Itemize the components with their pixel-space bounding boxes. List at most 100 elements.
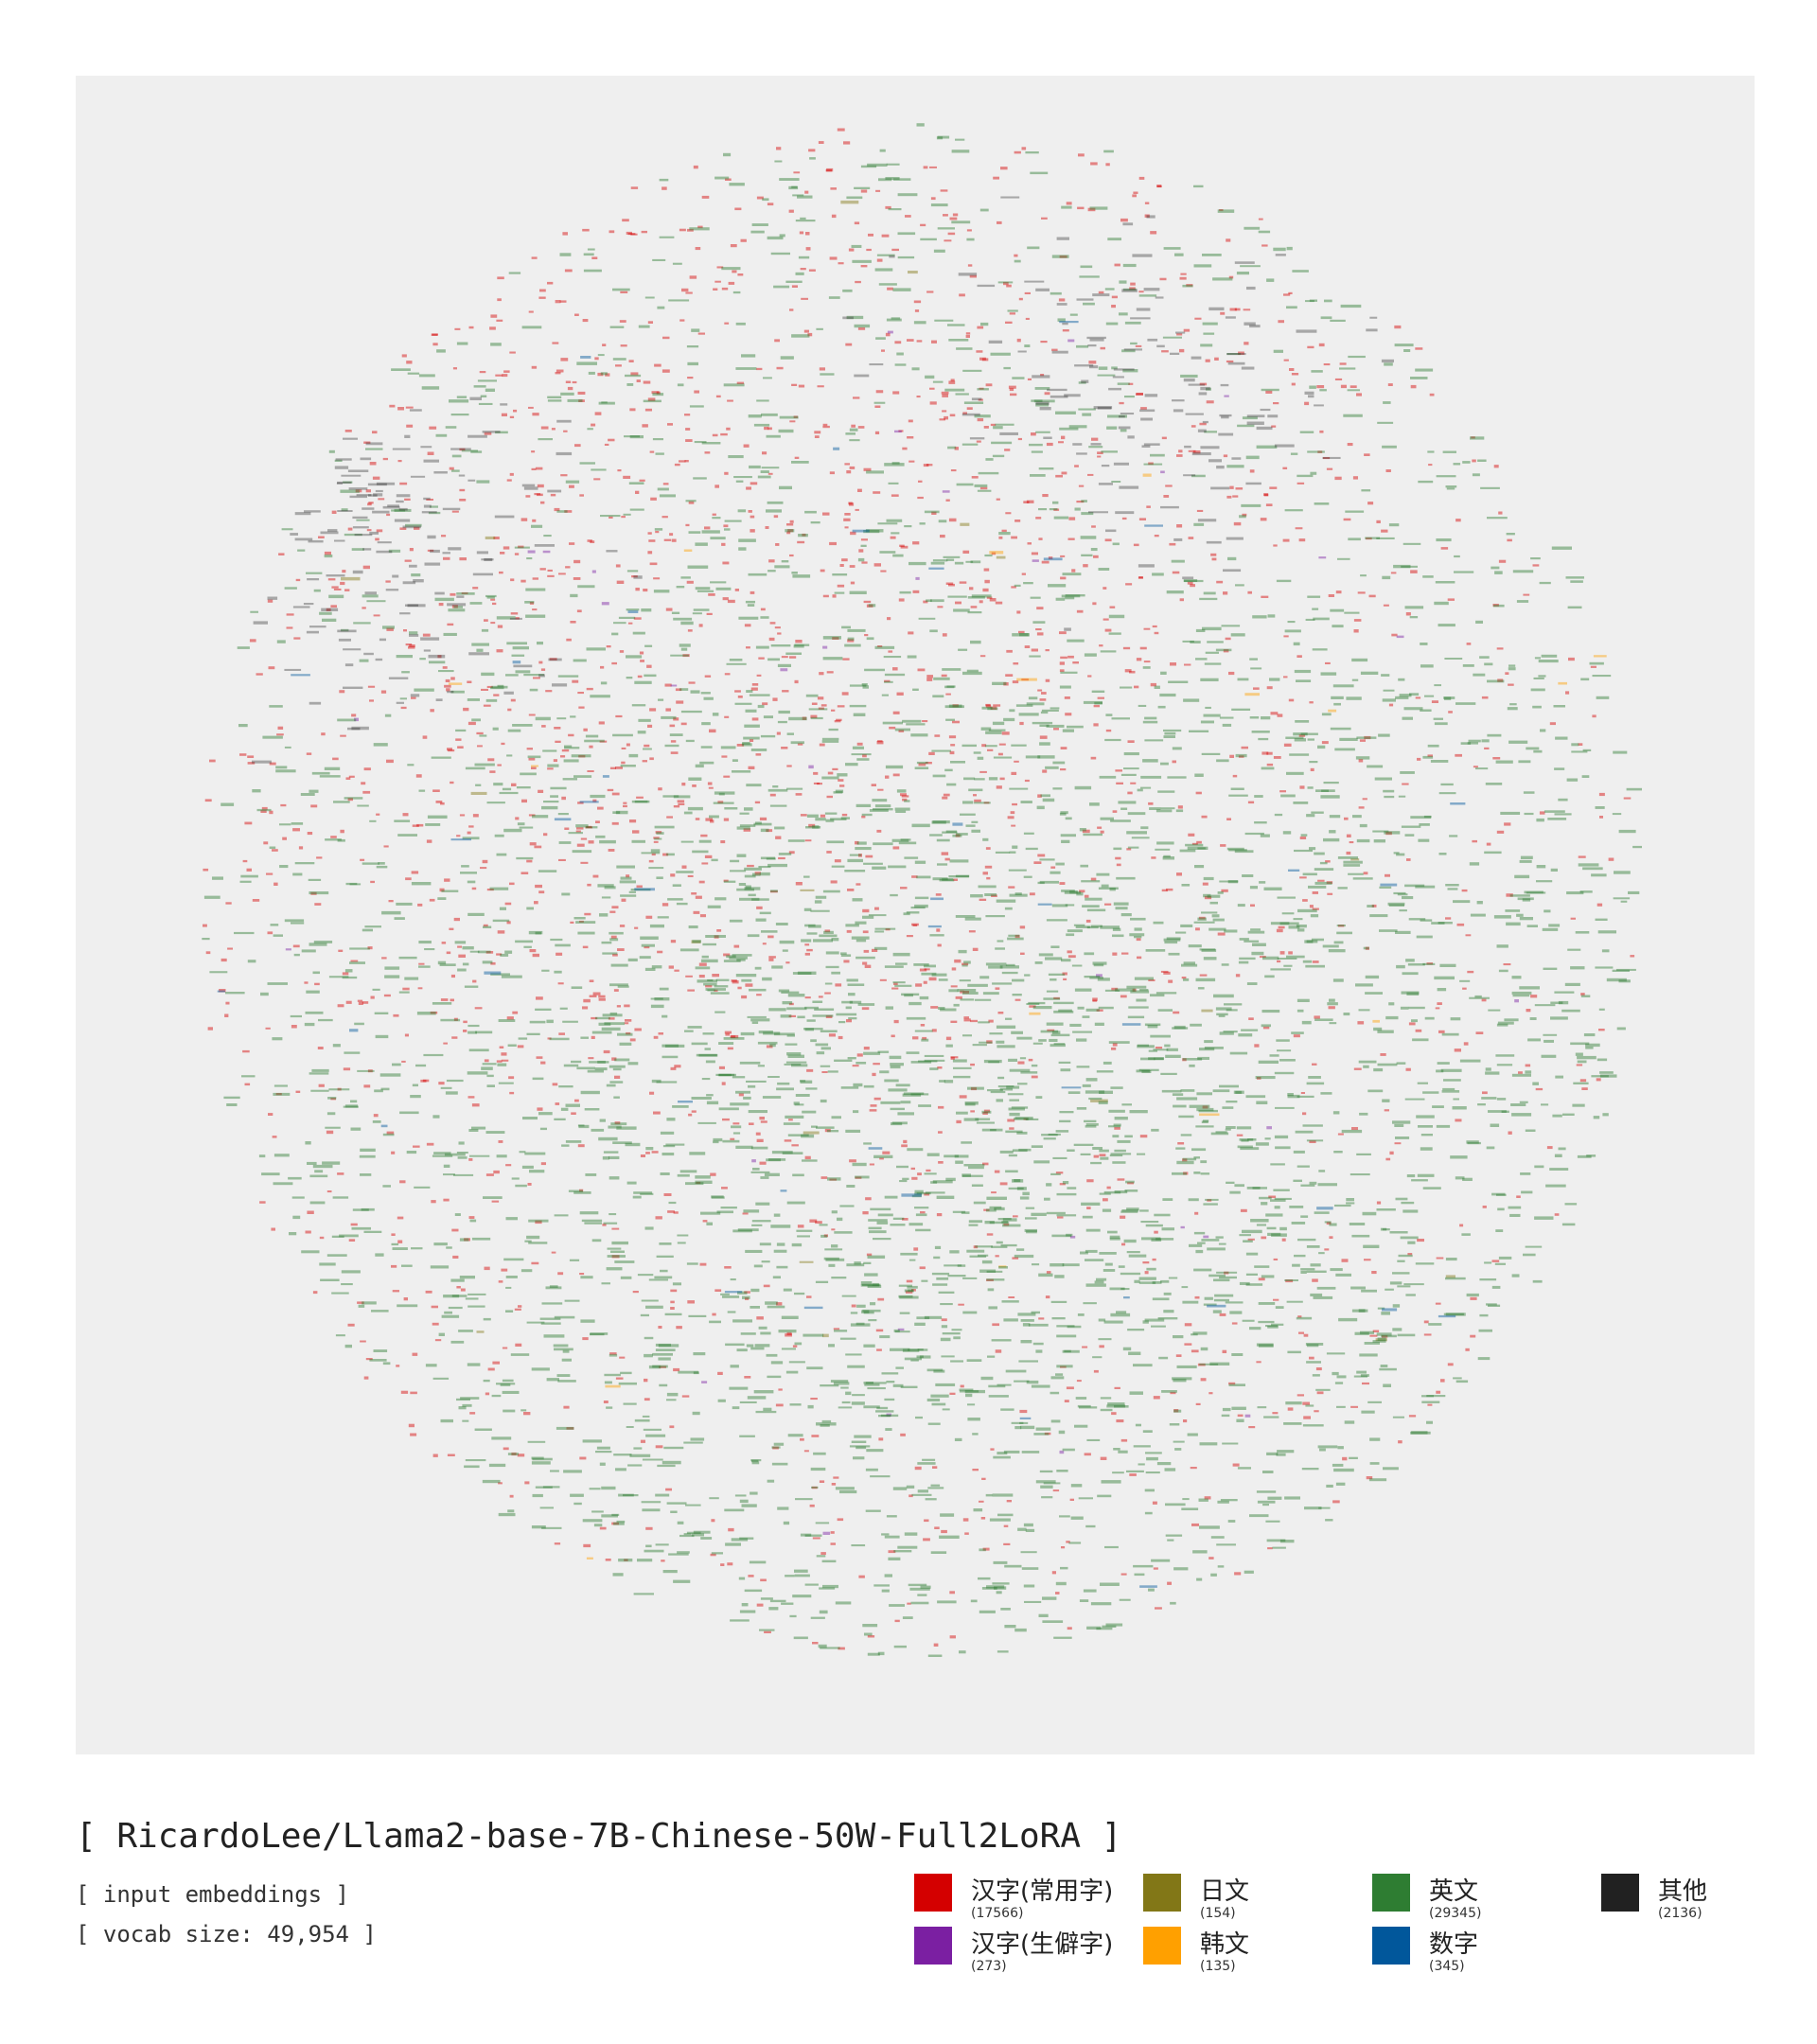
token-point: [667, 1210, 675, 1213]
token-point: [1156, 841, 1174, 845]
token-point: [1087, 675, 1092, 678]
token-point: [1438, 624, 1455, 627]
token-point: [1200, 1347, 1208, 1351]
token-point: [497, 1063, 507, 1066]
token-point: [397, 460, 402, 463]
token-point: [857, 1003, 875, 1006]
token-point: [1293, 732, 1308, 736]
token-point: [1112, 1471, 1124, 1474]
token-point: [755, 753, 762, 756]
token-point: [448, 1306, 463, 1310]
token-point: [780, 668, 788, 672]
token-point: [732, 1132, 741, 1135]
token-point: [1410, 816, 1432, 819]
token-point: [898, 730, 905, 732]
token-point: [267, 931, 273, 935]
token-point: [725, 178, 732, 181]
token-point: [348, 775, 355, 778]
token-point: [733, 476, 752, 479]
token-point: [804, 952, 810, 956]
token-point: [1061, 205, 1072, 209]
token-point: [1195, 791, 1202, 795]
token-point: [583, 728, 588, 731]
token-point: [1257, 1500, 1276, 1504]
token-point: [1331, 696, 1344, 699]
token-point: [1106, 1186, 1111, 1189]
token-point: [723, 880, 736, 883]
token-point: [857, 426, 865, 429]
token-point: [382, 626, 395, 629]
token-point: [1046, 1271, 1051, 1274]
token-point: [715, 587, 732, 590]
token-point: [1212, 1089, 1230, 1093]
token-point: [915, 1228, 931, 1232]
token-point: [972, 1469, 979, 1471]
token-point: [1261, 388, 1279, 392]
token-point: [770, 890, 778, 893]
token-point: [268, 1113, 273, 1116]
token-point: [1270, 968, 1291, 971]
token-point: [644, 1378, 648, 1383]
token-point: [1342, 1456, 1348, 1461]
token-point: [979, 770, 987, 773]
token-point: [931, 1402, 946, 1406]
token-point: [795, 1498, 813, 1501]
token-point: [854, 221, 860, 225]
token-point: [1188, 537, 1194, 539]
token-point: [782, 690, 789, 693]
token-point: [906, 1485, 915, 1489]
token-point: [1234, 308, 1241, 311]
token-point: [869, 1230, 887, 1234]
token-point: [933, 249, 945, 253]
token-point: [1347, 443, 1353, 447]
token-point: [1105, 322, 1119, 326]
token-point: [1324, 1221, 1332, 1224]
token-point: [802, 1110, 817, 1114]
token-point: [362, 1301, 377, 1305]
token-point: [1598, 792, 1605, 797]
token-point: [925, 1498, 937, 1501]
token-point: [1404, 884, 1425, 888]
token-point: [895, 810, 907, 813]
token-point: [476, 731, 484, 735]
token-point: [1377, 1063, 1398, 1066]
token-point: [602, 1224, 607, 1226]
token-point: [692, 612, 702, 615]
token-point: [724, 715, 730, 718]
token-point: [686, 580, 694, 584]
token-point: [295, 1090, 301, 1093]
token-point: [1208, 1557, 1214, 1559]
token-point: [1019, 1057, 1027, 1060]
token-point: [1004, 1625, 1016, 1629]
token-point: [766, 1045, 773, 1048]
token-point: [1100, 346, 1105, 350]
token-point: [538, 296, 546, 299]
token-point: [409, 631, 418, 635]
token-point: [691, 1533, 704, 1537]
token-point: [877, 1050, 890, 1053]
token-point: [615, 766, 623, 769]
token-point: [936, 838, 950, 842]
token-point: [739, 824, 756, 827]
token-point: [1508, 683, 1514, 686]
token-point: [1219, 1276, 1237, 1279]
token-point: [587, 770, 594, 772]
token-point: [648, 867, 664, 870]
token-point: [1005, 1130, 1023, 1134]
token-point: [1124, 321, 1141, 325]
token-point: [1025, 755, 1041, 759]
token-point: [1019, 633, 1029, 637]
token-point: [603, 1222, 618, 1225]
token-point: [1273, 756, 1281, 759]
token-point: [1512, 995, 1530, 997]
token-point: [940, 189, 948, 192]
token-point: [1020, 1340, 1032, 1344]
token-point: [1114, 1117, 1128, 1120]
token-point: [597, 884, 614, 888]
token-point: [964, 1532, 969, 1535]
token-point: [768, 956, 776, 959]
token-point: [626, 743, 630, 747]
token-point: [1387, 383, 1393, 386]
token-point: [802, 716, 807, 720]
token-point: [1204, 662, 1222, 665]
